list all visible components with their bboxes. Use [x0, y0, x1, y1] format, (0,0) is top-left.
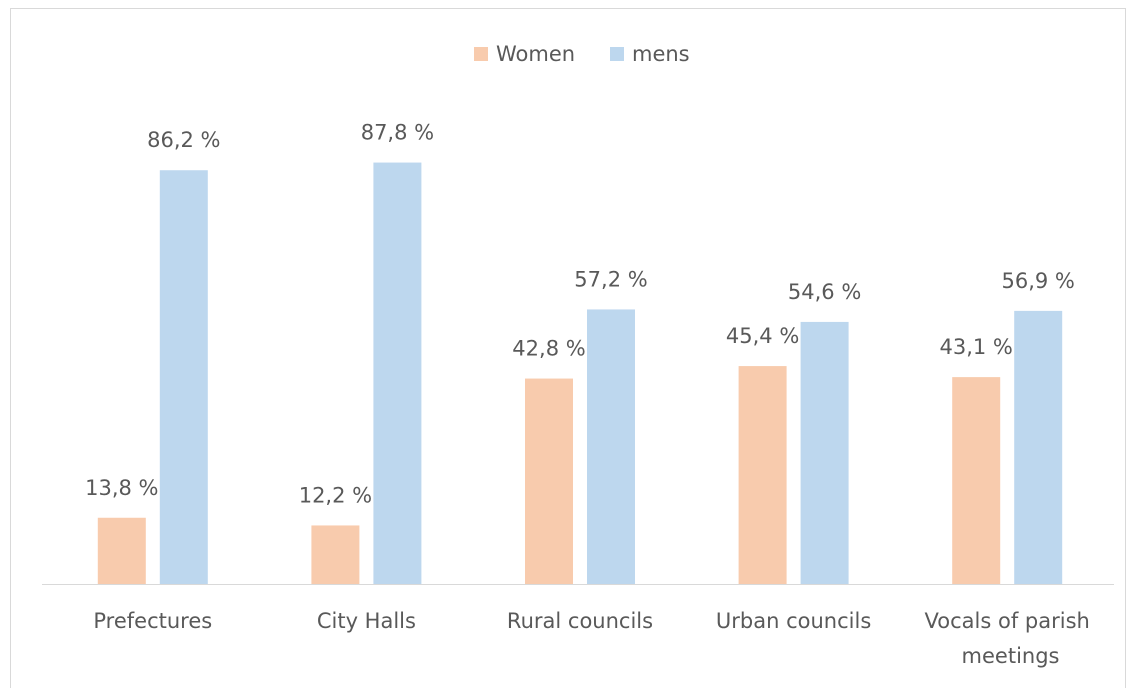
bar [800, 321, 849, 584]
data-label: 87,8 % [361, 121, 434, 145]
bar [587, 309, 635, 584]
data-label: 12,2 % [299, 483, 372, 507]
bar [159, 170, 208, 585]
legend-label: mens [632, 42, 690, 66]
data-label: 42,8 % [512, 337, 585, 361]
bar [97, 517, 146, 584]
legend-label: Women [496, 42, 575, 66]
data-label: 56,9 % [1002, 269, 1075, 293]
data-label: 57,2 % [574, 267, 647, 291]
data-label: 13,8 % [85, 476, 158, 500]
bar [1014, 310, 1063, 584]
x-tick-label: City Halls [317, 609, 416, 633]
bar [525, 378, 573, 584]
x-tick-label: Vocals of parish meetings [925, 609, 1090, 668]
bar [373, 162, 422, 584]
bar [738, 366, 787, 584]
bar [952, 377, 1001, 584]
data-label: 54,6 % [788, 280, 861, 304]
data-label: 43,1 % [940, 335, 1013, 359]
legend-swatch [610, 47, 624, 61]
x-tick-label: Prefectures [93, 609, 212, 633]
x-tick-label: Rural councils [507, 609, 653, 633]
x-tick-label: Urban councils [716, 609, 871, 633]
bar [311, 525, 360, 584]
data-label: 86,2 % [147, 128, 220, 152]
legend-swatch [474, 47, 488, 61]
data-label: 45,4 % [726, 324, 799, 348]
